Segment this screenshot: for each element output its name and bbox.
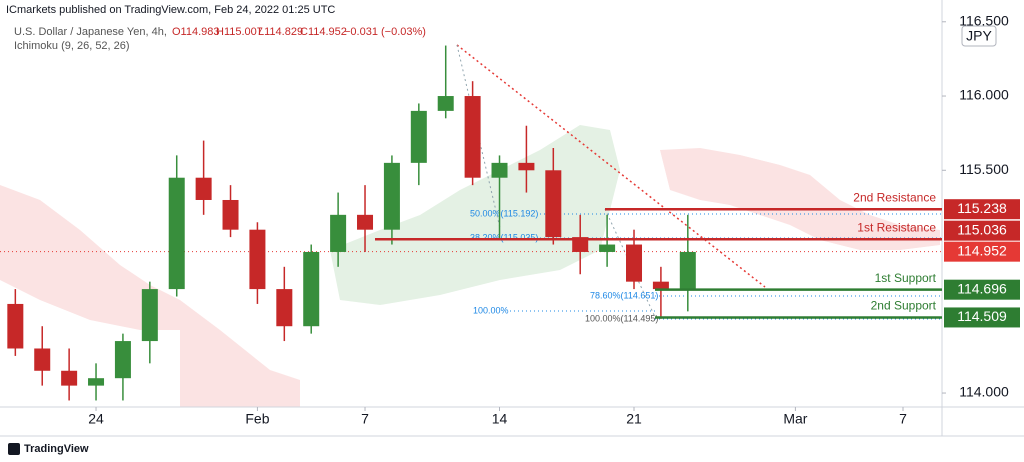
cloud-bear	[180, 300, 300, 407]
candle-body	[303, 251, 320, 327]
candle-body	[464, 96, 481, 178]
currency: JPY	[966, 28, 992, 44]
price-label: 114.509	[957, 308, 1007, 324]
fib-label: 38.20%(115.035)	[470, 232, 538, 242]
candle-body	[679, 251, 696, 290]
x-tick-label: 7	[899, 411, 907, 427]
publisher: ICmarkets published on TradingView.com, …	[6, 4, 335, 16]
cloud-bear	[660, 148, 940, 250]
y-tick-label: 116.500	[959, 12, 1009, 28]
level-name: 2nd Support	[871, 299, 937, 313]
candle-body	[410, 110, 427, 163]
currency-box	[961, 25, 997, 47]
candle-body	[249, 229, 266, 290]
candle-body	[652, 281, 669, 290]
fib-label: 100.00%	[473, 305, 509, 315]
candle-body	[626, 244, 643, 282]
candle-body	[518, 162, 535, 171]
level-name: 1st Support	[875, 271, 937, 285]
ohlc-high: H115.007	[216, 26, 263, 38]
candle-body	[222, 199, 239, 230]
ohlc-close: C114.952	[300, 26, 347, 38]
candle-body	[383, 162, 400, 230]
logo-icon	[8, 443, 20, 455]
candle-body	[114, 341, 131, 379]
price-label-box	[944, 307, 1020, 328]
fib-label: 78.60%(114.651)	[590, 290, 658, 300]
cloud-bull	[330, 125, 620, 305]
x-tick-label: 21	[626, 411, 642, 427]
price-label-box	[944, 199, 1020, 220]
y-tick-label: 114.000	[959, 384, 1009, 400]
price-label: 115.238	[957, 200, 1007, 216]
price-label-box	[944, 220, 1020, 241]
candle-body	[34, 348, 51, 371]
ohlc-low: L114.829	[258, 26, 303, 38]
x-tick-label: 24	[88, 411, 104, 427]
candle-body	[195, 177, 212, 200]
price-label: 114.952	[957, 242, 1007, 258]
x-tick-label: Mar	[783, 411, 807, 427]
price-label-box	[944, 279, 1020, 300]
x-tick-label: Feb	[245, 411, 269, 427]
level-name: 1st Resistance	[857, 220, 936, 234]
x-tick-label: 14	[492, 411, 508, 427]
price-label-box	[944, 241, 1020, 262]
ohlc-open: O114.983	[172, 26, 220, 38]
candle-body	[88, 378, 105, 386]
candle-body	[61, 370, 78, 386]
candle-body	[330, 214, 347, 252]
candle-body	[599, 244, 616, 252]
x-tick-label: 7	[361, 411, 369, 427]
symbol: U.S. Dollar / Japanese Yen, 4h,	[14, 26, 167, 38]
candle-body	[491, 162, 508, 178]
fib-label: 100.00%(114.495)	[585, 313, 658, 323]
indicator: Ichimoku (9, 26, 52, 26)	[14, 40, 130, 52]
y-tick-label: 115.500	[959, 161, 1009, 177]
price-label: 114.696	[957, 280, 1007, 296]
trend-line	[456, 44, 766, 288]
candle-body	[276, 289, 293, 327]
candle-body	[437, 96, 454, 111]
candle-body	[545, 170, 562, 238]
cloud-bear	[0, 185, 180, 330]
candle-body	[357, 214, 374, 230]
fib-label: 50.00%(115.192)	[470, 208, 538, 218]
level-name: 2nd Resistance	[853, 190, 936, 204]
ohlc-change: −0.031 (−0.03%)	[344, 26, 426, 38]
y-tick-label: 116.000	[959, 87, 1009, 103]
price-label: 115.036	[957, 221, 1007, 237]
candle-body	[7, 303, 24, 349]
candle-body	[572, 237, 589, 252]
candle-body	[168, 177, 185, 290]
fib-anchor-line	[456, 44, 501, 229]
footer-logo: TradingView	[24, 443, 89, 455]
candle-body	[141, 289, 158, 342]
